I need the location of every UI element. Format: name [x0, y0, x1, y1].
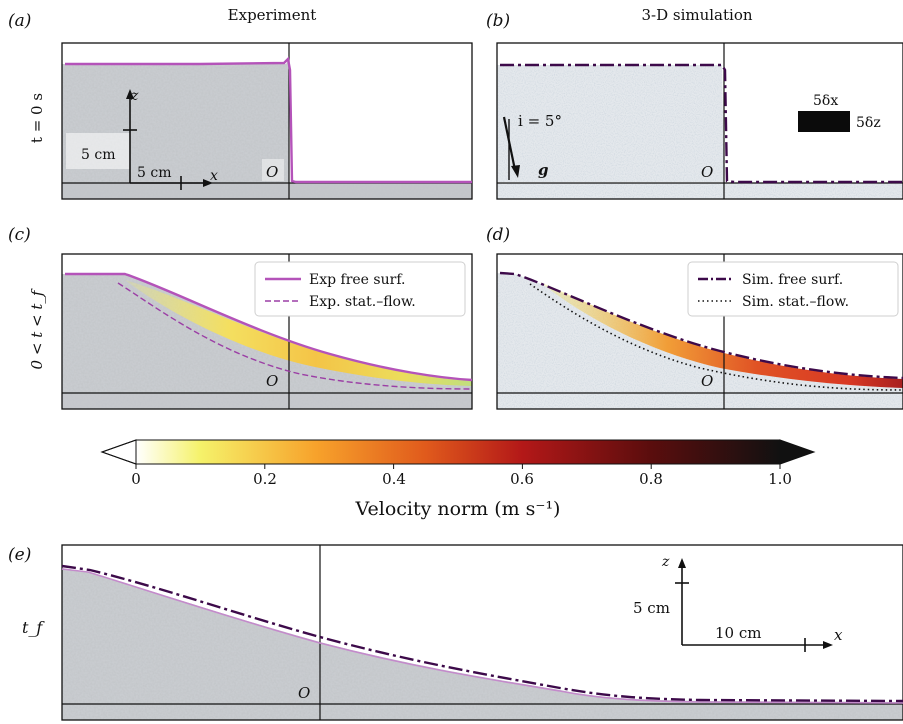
colorbar-left-extension	[100, 439, 137, 465]
legend-item-exp-stat: Exp. stat.–flow.	[309, 294, 416, 310]
gravity-label: g	[538, 161, 549, 179]
column-title-experiment: Experiment	[228, 6, 317, 24]
panel-e-frame	[61, 544, 903, 721]
origin-label-b: O	[701, 163, 713, 181]
legend-c: Exp free surf. Exp. stat.–flow.	[254, 261, 466, 317]
colorbar-tick-4: 0.8	[639, 470, 663, 488]
x-scale-label-e: 10 cm	[715, 624, 761, 642]
panel-a-frame	[61, 42, 473, 200]
origin-label-e: O	[298, 684, 310, 702]
legend-d: Sim. free surf. Sim. stat.–flow.	[687, 261, 899, 317]
panel-a	[62, 43, 472, 199]
legend-item-sim-free: Sim. free surf.	[742, 272, 843, 288]
z-scale-label-a: 5 cm	[81, 147, 115, 163]
legend-item-sim-stat: Sim. stat.–flow.	[742, 294, 849, 310]
panel-label-d: (d)	[486, 225, 510, 245]
panel-label-a: (a)	[8, 11, 31, 31]
panel-c-frame	[61, 253, 473, 410]
colorbar-gradient	[136, 440, 780, 464]
grid-x-label: 5δx	[813, 93, 838, 109]
sim-free-surface-e	[61, 564, 903, 703]
sim-free-surface-d	[499, 271, 903, 380]
panel-label-e: (e)	[8, 545, 31, 565]
panel-d-frame	[496, 253, 903, 410]
colorbar	[100, 439, 816, 469]
gravity-arrow-head	[511, 165, 520, 178]
origin-label-c: O	[266, 372, 278, 390]
row-label-t0: t = 0 s	[28, 93, 46, 143]
panel-label-c: (c)	[8, 225, 31, 245]
slope-label: i = 5°	[518, 112, 562, 130]
sim-free-surface-b	[500, 63, 903, 184]
origin-label-d: O	[701, 372, 713, 390]
column-title-simulation: 3-D simulation	[641, 6, 752, 24]
flow-layer-d	[540, 282, 903, 388]
row-label-flow: 0 < t < t_f	[28, 288, 46, 369]
z-arrow-head-a	[126, 89, 134, 99]
row-label-final: t_f	[22, 618, 45, 637]
exp-stat-flow-c	[117, 282, 473, 390]
x-scale-label-a: 5 cm	[137, 165, 171, 181]
panel-e	[62, 545, 903, 720]
colorbar-tick-0: 0	[131, 470, 141, 488]
colorbar-tick-3: 0.6	[510, 470, 534, 488]
z-scale-label-e: 5 cm	[633, 599, 670, 617]
x-axis-label-a: x	[210, 168, 218, 184]
exp-free-surface-c	[65, 272, 473, 382]
z-axis-label-e: z	[661, 554, 670, 570]
z-axis-label-a: z	[130, 88, 139, 104]
exp-free-surface-e	[61, 568, 903, 704]
colorbar-tick-5: 1.0	[768, 470, 792, 488]
sim-stat-flow-d	[529, 283, 903, 391]
panel-label-b: (b)	[486, 11, 510, 31]
grid-z-label: 5δz	[856, 115, 881, 131]
panel-b-frame	[496, 42, 903, 200]
origin-label-a: O	[266, 163, 278, 181]
x-axis-label-e: x	[834, 626, 843, 644]
exp-free-surface-a	[65, 56, 472, 184]
legend-item-exp-free: Exp free surf.	[309, 272, 405, 288]
gravity-arrow	[502, 116, 517, 171]
grid-size-box	[798, 111, 850, 132]
colorbar-tick-2: 0.4	[382, 470, 406, 488]
colorbar-right-extension	[779, 439, 816, 465]
colorbar-label: Velocity norm (m s⁻¹)	[355, 498, 561, 520]
colorbar-tick-1: 0.2	[253, 470, 277, 488]
